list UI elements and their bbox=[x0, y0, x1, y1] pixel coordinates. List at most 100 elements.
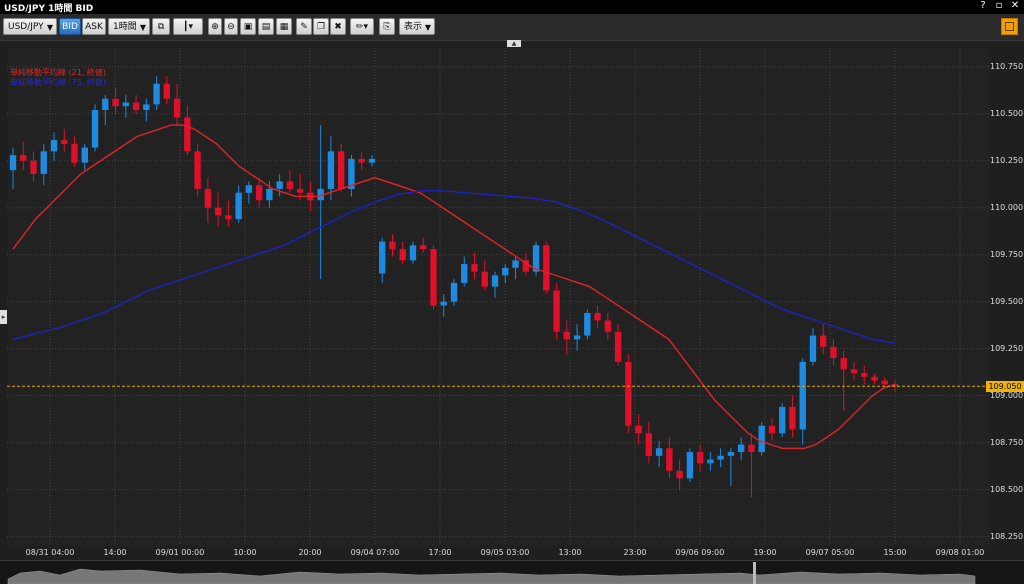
candle-up bbox=[727, 452, 735, 456]
candle-down bbox=[112, 98, 119, 107]
copy-drawing-button[interactable]: ❐ bbox=[313, 18, 329, 35]
indicator-legend: 単純移動平均線 (21, 終値) 単純移動平均線 (75, 終値) bbox=[10, 68, 106, 88]
candle-down bbox=[30, 160, 37, 174]
candle-up bbox=[573, 335, 581, 340]
candle-down bbox=[255, 185, 263, 201]
delete-drawing-button[interactable]: ✎ bbox=[296, 18, 312, 35]
candle-up bbox=[440, 301, 447, 306]
time-tick-label: 09/07 05:00 bbox=[805, 548, 855, 557]
screenshot-button[interactable]: ⎘ bbox=[379, 18, 395, 35]
layout-grid-icon[interactable] bbox=[1001, 18, 1018, 35]
display-menu-button[interactable]: 表示 ▼ bbox=[399, 18, 435, 35]
candle-down bbox=[420, 245, 427, 250]
candle-down bbox=[430, 249, 437, 306]
candle-up bbox=[266, 188, 273, 201]
navigator-area bbox=[7, 568, 976, 584]
zoom-in-button[interactable]: ⊕ bbox=[208, 18, 222, 35]
price-tick-label: 110.750 bbox=[990, 61, 1024, 71]
candle-up bbox=[512, 260, 519, 268]
collapse-toolbar-tab[interactable]: ▲ bbox=[507, 40, 521, 47]
candle-up bbox=[50, 140, 58, 152]
candle-down bbox=[225, 215, 232, 220]
candle-up bbox=[809, 335, 817, 362]
candle-down bbox=[173, 98, 181, 118]
restore-icon[interactable]: ▫ bbox=[995, 0, 1003, 11]
legend-ma-long: 単純移動平均線 (75, 終値) bbox=[10, 78, 107, 87]
candle-down bbox=[214, 207, 222, 216]
time-tick-label: 08/31 04:00 bbox=[25, 548, 75, 557]
candle-down bbox=[553, 290, 560, 332]
candle-up bbox=[502, 267, 509, 276]
candle-down bbox=[871, 376, 878, 381]
candle-down bbox=[522, 260, 529, 272]
candle-down bbox=[696, 452, 704, 464]
price-tick-label: 109.500 bbox=[990, 296, 1024, 306]
navigator-overview bbox=[7, 562, 976, 584]
candlestick-icon: ┃▾ bbox=[183, 22, 193, 32]
candle-up bbox=[450, 282, 458, 302]
price-chart[interactable] bbox=[7, 48, 990, 546]
clear-drawing-button[interactable]: ✖ bbox=[330, 18, 346, 35]
price-tick-label: 108.500 bbox=[990, 484, 1024, 494]
candle-down bbox=[543, 245, 550, 291]
candle-series bbox=[9, 76, 899, 498]
symbol-label: USD/JPY bbox=[8, 22, 44, 32]
time-tick-label: 09/08 01:00 bbox=[935, 548, 985, 557]
candle-up bbox=[9, 155, 17, 171]
indicator-icon: ▤ bbox=[261, 22, 271, 32]
symbol-select[interactable]: USD/JPY ▼ bbox=[3, 18, 57, 35]
candle-down bbox=[286, 181, 294, 189]
candle-up bbox=[143, 104, 150, 111]
time-axis[interactable]: 08/31 04:00 14:00 09/01 00:00 10:00 20:00 09/… bbox=[0, 546, 990, 560]
window-title: USD/JPY 1時間 BID bbox=[4, 4, 94, 14]
candle-down bbox=[61, 140, 68, 144]
candle-up bbox=[91, 110, 99, 148]
time-tick-label: 13:00 bbox=[558, 548, 582, 557]
candle-down bbox=[830, 346, 837, 359]
candle-down bbox=[184, 117, 191, 152]
link-chart-button[interactable]: ⧉ bbox=[152, 18, 170, 35]
time-tick-label: 09/01 00:00 bbox=[155, 548, 205, 557]
price-tick-label: 108.250 bbox=[990, 531, 1024, 541]
navigator-strip[interactable] bbox=[0, 560, 1024, 584]
candle-up bbox=[686, 452, 694, 479]
expand-side-panel-tab[interactable]: ▸ bbox=[0, 310, 7, 324]
ma-short-line bbox=[12, 124, 896, 449]
candle-down bbox=[20, 155, 27, 161]
candle-down bbox=[594, 312, 601, 321]
candle-up bbox=[379, 241, 386, 274]
bid-button[interactable]: BID bbox=[59, 18, 81, 35]
chart-background bbox=[7, 48, 990, 546]
candle-down bbox=[861, 373, 868, 377]
price-axis[interactable]: 110.750 110.500 110.250 110.000 109.750 109.5… bbox=[990, 48, 1024, 546]
time-tick-label: 09/04 07:00 bbox=[350, 548, 400, 557]
layout-button[interactable]: ▣ bbox=[240, 18, 256, 35]
help-icon[interactable]: ? bbox=[980, 0, 986, 11]
candle-up bbox=[317, 188, 324, 201]
candle-down bbox=[399, 249, 406, 261]
ask-button[interactable]: ASK bbox=[82, 18, 106, 35]
candle-down bbox=[635, 425, 642, 434]
price-tick-label: 109.000 bbox=[990, 390, 1024, 400]
zoom-out-button[interactable]: ⊖ bbox=[224, 18, 238, 35]
period-select[interactable]: 1時間 ▼ bbox=[108, 18, 150, 35]
chart-grid bbox=[7, 48, 990, 546]
candle-up bbox=[122, 102, 129, 107]
candle-up bbox=[348, 158, 355, 189]
screenshot-icon: ⎘ bbox=[383, 22, 391, 32]
panel-button[interactable]: ▦ bbox=[276, 18, 292, 35]
candle-down bbox=[71, 143, 78, 163]
panel-icon: ▦ bbox=[279, 22, 289, 32]
close-icon[interactable]: ✕ bbox=[1010, 0, 1020, 11]
candle-up bbox=[327, 151, 335, 189]
candle-up bbox=[102, 98, 109, 111]
draw-tool-button[interactable]: ✏▾ bbox=[350, 18, 374, 35]
candle-up bbox=[737, 444, 745, 453]
chart-type-button[interactable]: ┃▾ bbox=[173, 18, 203, 35]
candle-up bbox=[799, 361, 806, 430]
legend-ma-short: 単純移動平均線 (21, 終値) bbox=[10, 68, 107, 77]
candle-up bbox=[717, 455, 724, 460]
indicator-button[interactable]: ▤ bbox=[258, 18, 274, 35]
price-tick-label: 109.250 bbox=[990, 343, 1024, 353]
candle-up bbox=[532, 245, 540, 272]
